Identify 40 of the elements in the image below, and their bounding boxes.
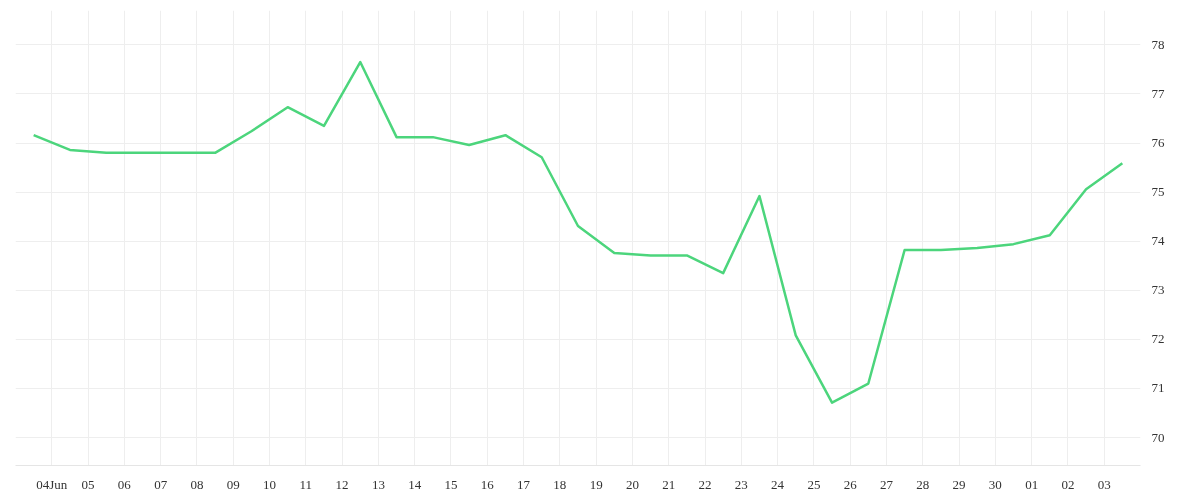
x-tick-label: 04Jun <box>36 476 68 492</box>
y-tick-label: 78 <box>1151 36 1165 52</box>
x-tick-label: 10 <box>263 476 277 492</box>
y-tick-label: 76 <box>1151 135 1165 151</box>
y-tick-label: 70 <box>1151 429 1165 445</box>
x-tick-label: 25 <box>807 476 821 492</box>
x-tick-label: 03 <box>1097 476 1111 492</box>
x-tick-label: 09 <box>226 476 240 492</box>
x-tick-label: 01 <box>1025 476 1039 492</box>
x-tick-label: 02 <box>1061 476 1075 492</box>
x-tick-label: 27 <box>879 476 894 492</box>
x-tick-label: 08 <box>190 476 204 492</box>
x-tick-label: 16 <box>480 476 495 492</box>
y-tick-label: 75 <box>1151 184 1165 200</box>
x-tick-label: 24 <box>771 476 785 492</box>
x-tick-label: 29 <box>952 476 966 492</box>
y-tick-label: 73 <box>1151 282 1165 298</box>
x-tick-label: 07 <box>154 476 168 492</box>
y-tick-label: 74 <box>1151 233 1165 249</box>
x-tick-label: 28 <box>916 476 930 492</box>
x-tick-label: 05 <box>81 476 95 492</box>
y-tick-label: 71 <box>1151 380 1165 396</box>
x-tick-label: 30 <box>988 476 1002 492</box>
y-tick-label: 72 <box>1151 331 1165 347</box>
x-tick-label: 13 <box>371 476 385 492</box>
x-tick-label: 18 <box>553 476 567 492</box>
x-tick-label: 11 <box>299 476 313 492</box>
line-series <box>32 60 1124 404</box>
x-tick-label: 23 <box>734 476 748 492</box>
x-tick-label: 06 <box>117 476 132 492</box>
x-tick-label: 14 <box>408 476 422 492</box>
x-tick-label: 15 <box>444 476 458 492</box>
x-tick-label: 12 <box>335 476 349 492</box>
x-tick-label: 17 <box>517 476 531 492</box>
x-tick-label: 26 <box>843 476 858 492</box>
x-tick-label: 19 <box>589 476 603 492</box>
y-tick-label: 77 <box>1151 85 1165 101</box>
x-tick-label: 20 <box>625 476 639 492</box>
x-tick-label: 21 <box>662 476 676 492</box>
x-tick-label: 22 <box>698 476 712 492</box>
